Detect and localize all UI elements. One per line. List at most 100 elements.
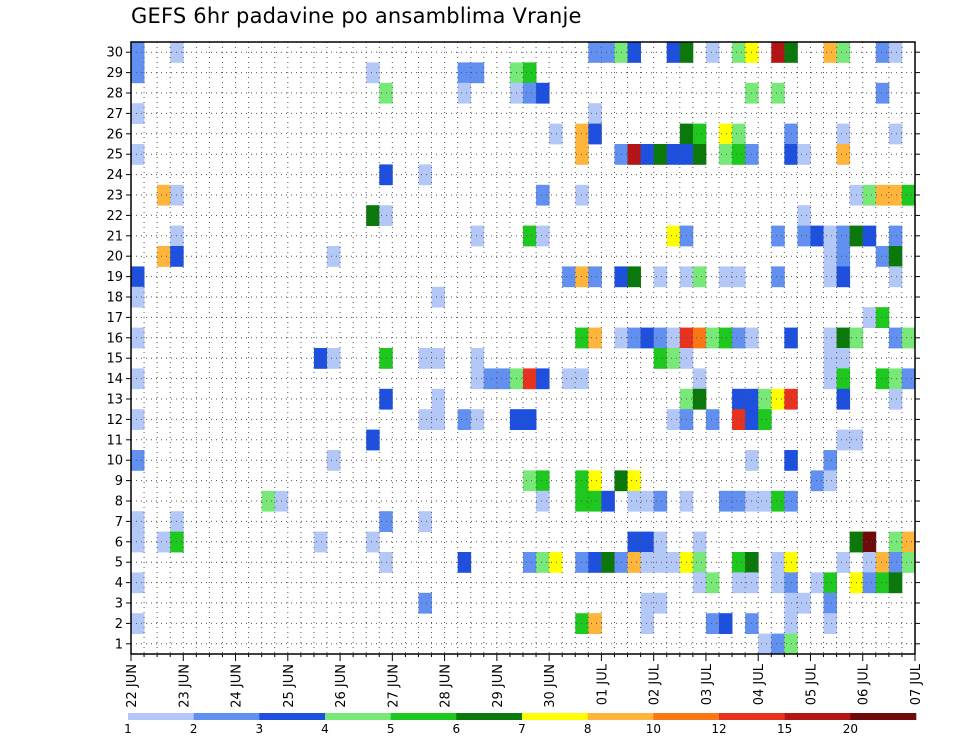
- heatmap-cell-m5-t46: [732, 552, 746, 573]
- heatmap-cell-m14-t58: [888, 368, 903, 390]
- heatmap-cell-m19-t35: [588, 266, 602, 288]
- heatmap-cell-m5-t40: [653, 552, 668, 573]
- legend-swatch: [522, 713, 588, 720]
- heatmap-cell-m21-t56: [862, 225, 877, 247]
- x-tick-label: 27 JUN: [386, 664, 401, 708]
- heatmap-cell-m11-t18: [366, 429, 380, 451]
- heatmap-cell-m25-t41: [666, 144, 681, 165]
- heatmap-cell-m21-t54: [836, 225, 851, 247]
- heatmap-cell-m3-t39: [640, 592, 655, 614]
- heatmap-cell-m8-t39: [640, 490, 655, 512]
- heatmap-cell-m13-t23: [431, 388, 445, 410]
- heatmap-cell-m5-t58: [888, 552, 903, 573]
- x-axis: 22 JUN 23 JUN 24 JUN 25 JUN 26 JUN 27 JUN 28 J…: [125, 654, 924, 708]
- heatmap-cell-m17-t57: [875, 307, 890, 328]
- legend-level-label: 6: [453, 722, 461, 736]
- y-tick-label: 1: [115, 637, 123, 652]
- heatmap-cell-m8-t38: [627, 490, 641, 512]
- heatmap-cell-m30-t38: [627, 42, 641, 63]
- heatmap-cell-m19-t38: [627, 266, 641, 288]
- heatmap-cell-m5-t36: [601, 552, 615, 573]
- heatmap-cell-m6-t18: [366, 531, 380, 553]
- heatmap-cell-m12-t48: [758, 409, 772, 430]
- heatmap-cell-m14-t28: [496, 368, 511, 390]
- heatmap-cell-m20-t15: [327, 246, 341, 267]
- heatmap-cell-m5-t32: [549, 552, 563, 573]
- dotted-grid: [131, 42, 915, 654]
- heatmap-cell-m19-t0: [131, 266, 145, 288]
- heatmap-cell-m16-t38: [627, 327, 641, 349]
- heatmap-cell-m12-t22: [418, 409, 432, 430]
- legend-swatch: [587, 713, 654, 720]
- heatmap-cell-m8-t40: [653, 490, 668, 512]
- heatmap-cell-m4-t57: [875, 572, 890, 594]
- heatmap-cell-m23-t34: [575, 184, 589, 206]
- legend-level-label: 4: [321, 722, 329, 736]
- heatmap-cell-m9-t30: [523, 470, 537, 492]
- legend-swatch: [719, 713, 785, 720]
- x-tick-label: 22 JUN: [125, 664, 140, 708]
- legend-swatch: [390, 713, 457, 720]
- heatmap-cell-m15-t40: [653, 348, 668, 369]
- heatmap-cell-m13-t49: [771, 388, 785, 410]
- heatmap-cell-m25-t45: [719, 144, 733, 165]
- heatmap-cell-m29-t26: [470, 62, 485, 84]
- heatmap-cell-m30-t58: [888, 42, 903, 63]
- heatmap-cell-m6-t39: [640, 531, 655, 553]
- heatmap-cell-m22-t51: [797, 205, 811, 226]
- heatmap-cell-m19-t43: [692, 266, 707, 288]
- y-tick-label: 29: [106, 66, 123, 81]
- heatmap-cell-m8-t31: [536, 490, 550, 512]
- x-tick-label: 28 JUN: [439, 664, 454, 708]
- heatmap-cell-m19-t34: [575, 266, 589, 288]
- heatmap-cell-m30-t0: [131, 42, 145, 63]
- heatmap-cell-m14-t43: [692, 368, 707, 390]
- heatmap-cell-m15-t54: [836, 348, 851, 369]
- heatmap-cell-m12-t44: [705, 409, 720, 430]
- heatmap-cell-m16-t0: [131, 327, 145, 349]
- heatmap-cell-m26-t34: [575, 123, 589, 145]
- legend-level-label: 1: [124, 722, 132, 736]
- heatmap-cell-m14-t34: [575, 368, 589, 390]
- legend-level-label: 7: [518, 722, 526, 736]
- heatmap-cell-m8-t49: [771, 490, 785, 512]
- heatmap-cell-m12-t41: [666, 409, 681, 430]
- heatmap-cell-m3-t22: [418, 592, 432, 614]
- heatmap-cell-m21-t58: [888, 225, 903, 247]
- x-tick-label: 06 JUL: [857, 663, 872, 705]
- heatmap-cell-m14-t57: [875, 368, 890, 390]
- heatmap-cell-m9-t52: [810, 470, 824, 492]
- heatmap-cell-m15-t26: [470, 348, 485, 369]
- heatmap-cell-m5-t31: [536, 552, 550, 573]
- heatmap-cell-m7-t22: [418, 511, 432, 532]
- heatmap-cell-m2-t34: [575, 613, 589, 634]
- heatmap-cell-m12-t46: [732, 409, 746, 430]
- heatmap-cell-m1-t49: [771, 633, 785, 655]
- y-tick-label: 28: [106, 87, 123, 102]
- heatmap-cell-m16-t35: [588, 327, 602, 349]
- heatmap-cell-m25-t51: [797, 144, 811, 165]
- heatmap-cell-m10-t15: [327, 450, 341, 471]
- heatmap-cell-m5-t59: [901, 552, 916, 573]
- heatmap-cell-m6-t40: [653, 531, 668, 553]
- heatmap-cell-m4-t58: [888, 572, 903, 594]
- x-tick-label: 24 JUN: [230, 664, 245, 708]
- heatmap-cell-m29-t25: [457, 62, 472, 84]
- y-tick-label: 18: [106, 291, 123, 306]
- y-tick-label: 6: [115, 535, 123, 550]
- heatmap-cell-m3-t40: [653, 592, 668, 614]
- heatmap-cell-m13-t46: [732, 388, 746, 410]
- heatmap-cell-m2-t44: [705, 613, 720, 634]
- y-tick-label: 30: [106, 46, 123, 61]
- heatmap-cell-m14-t0: [131, 368, 145, 390]
- heatmap-cell-m19-t40: [653, 266, 668, 288]
- heatmap-cell-m5-t49: [771, 552, 785, 573]
- heatmap-cell-m21-t51: [797, 225, 811, 247]
- heatmap-cell-m25-t46: [732, 144, 746, 165]
- heatmap-cell-m5-t54: [836, 552, 851, 573]
- x-tick-label: 05 JUL: [804, 663, 819, 705]
- heatmap-cell-m23-t2: [157, 184, 171, 206]
- heatmap-cell-m23-t31: [536, 184, 550, 206]
- heatmap-cell-m22-t18: [366, 205, 380, 226]
- x-tick-label: 25 JUN: [282, 664, 297, 708]
